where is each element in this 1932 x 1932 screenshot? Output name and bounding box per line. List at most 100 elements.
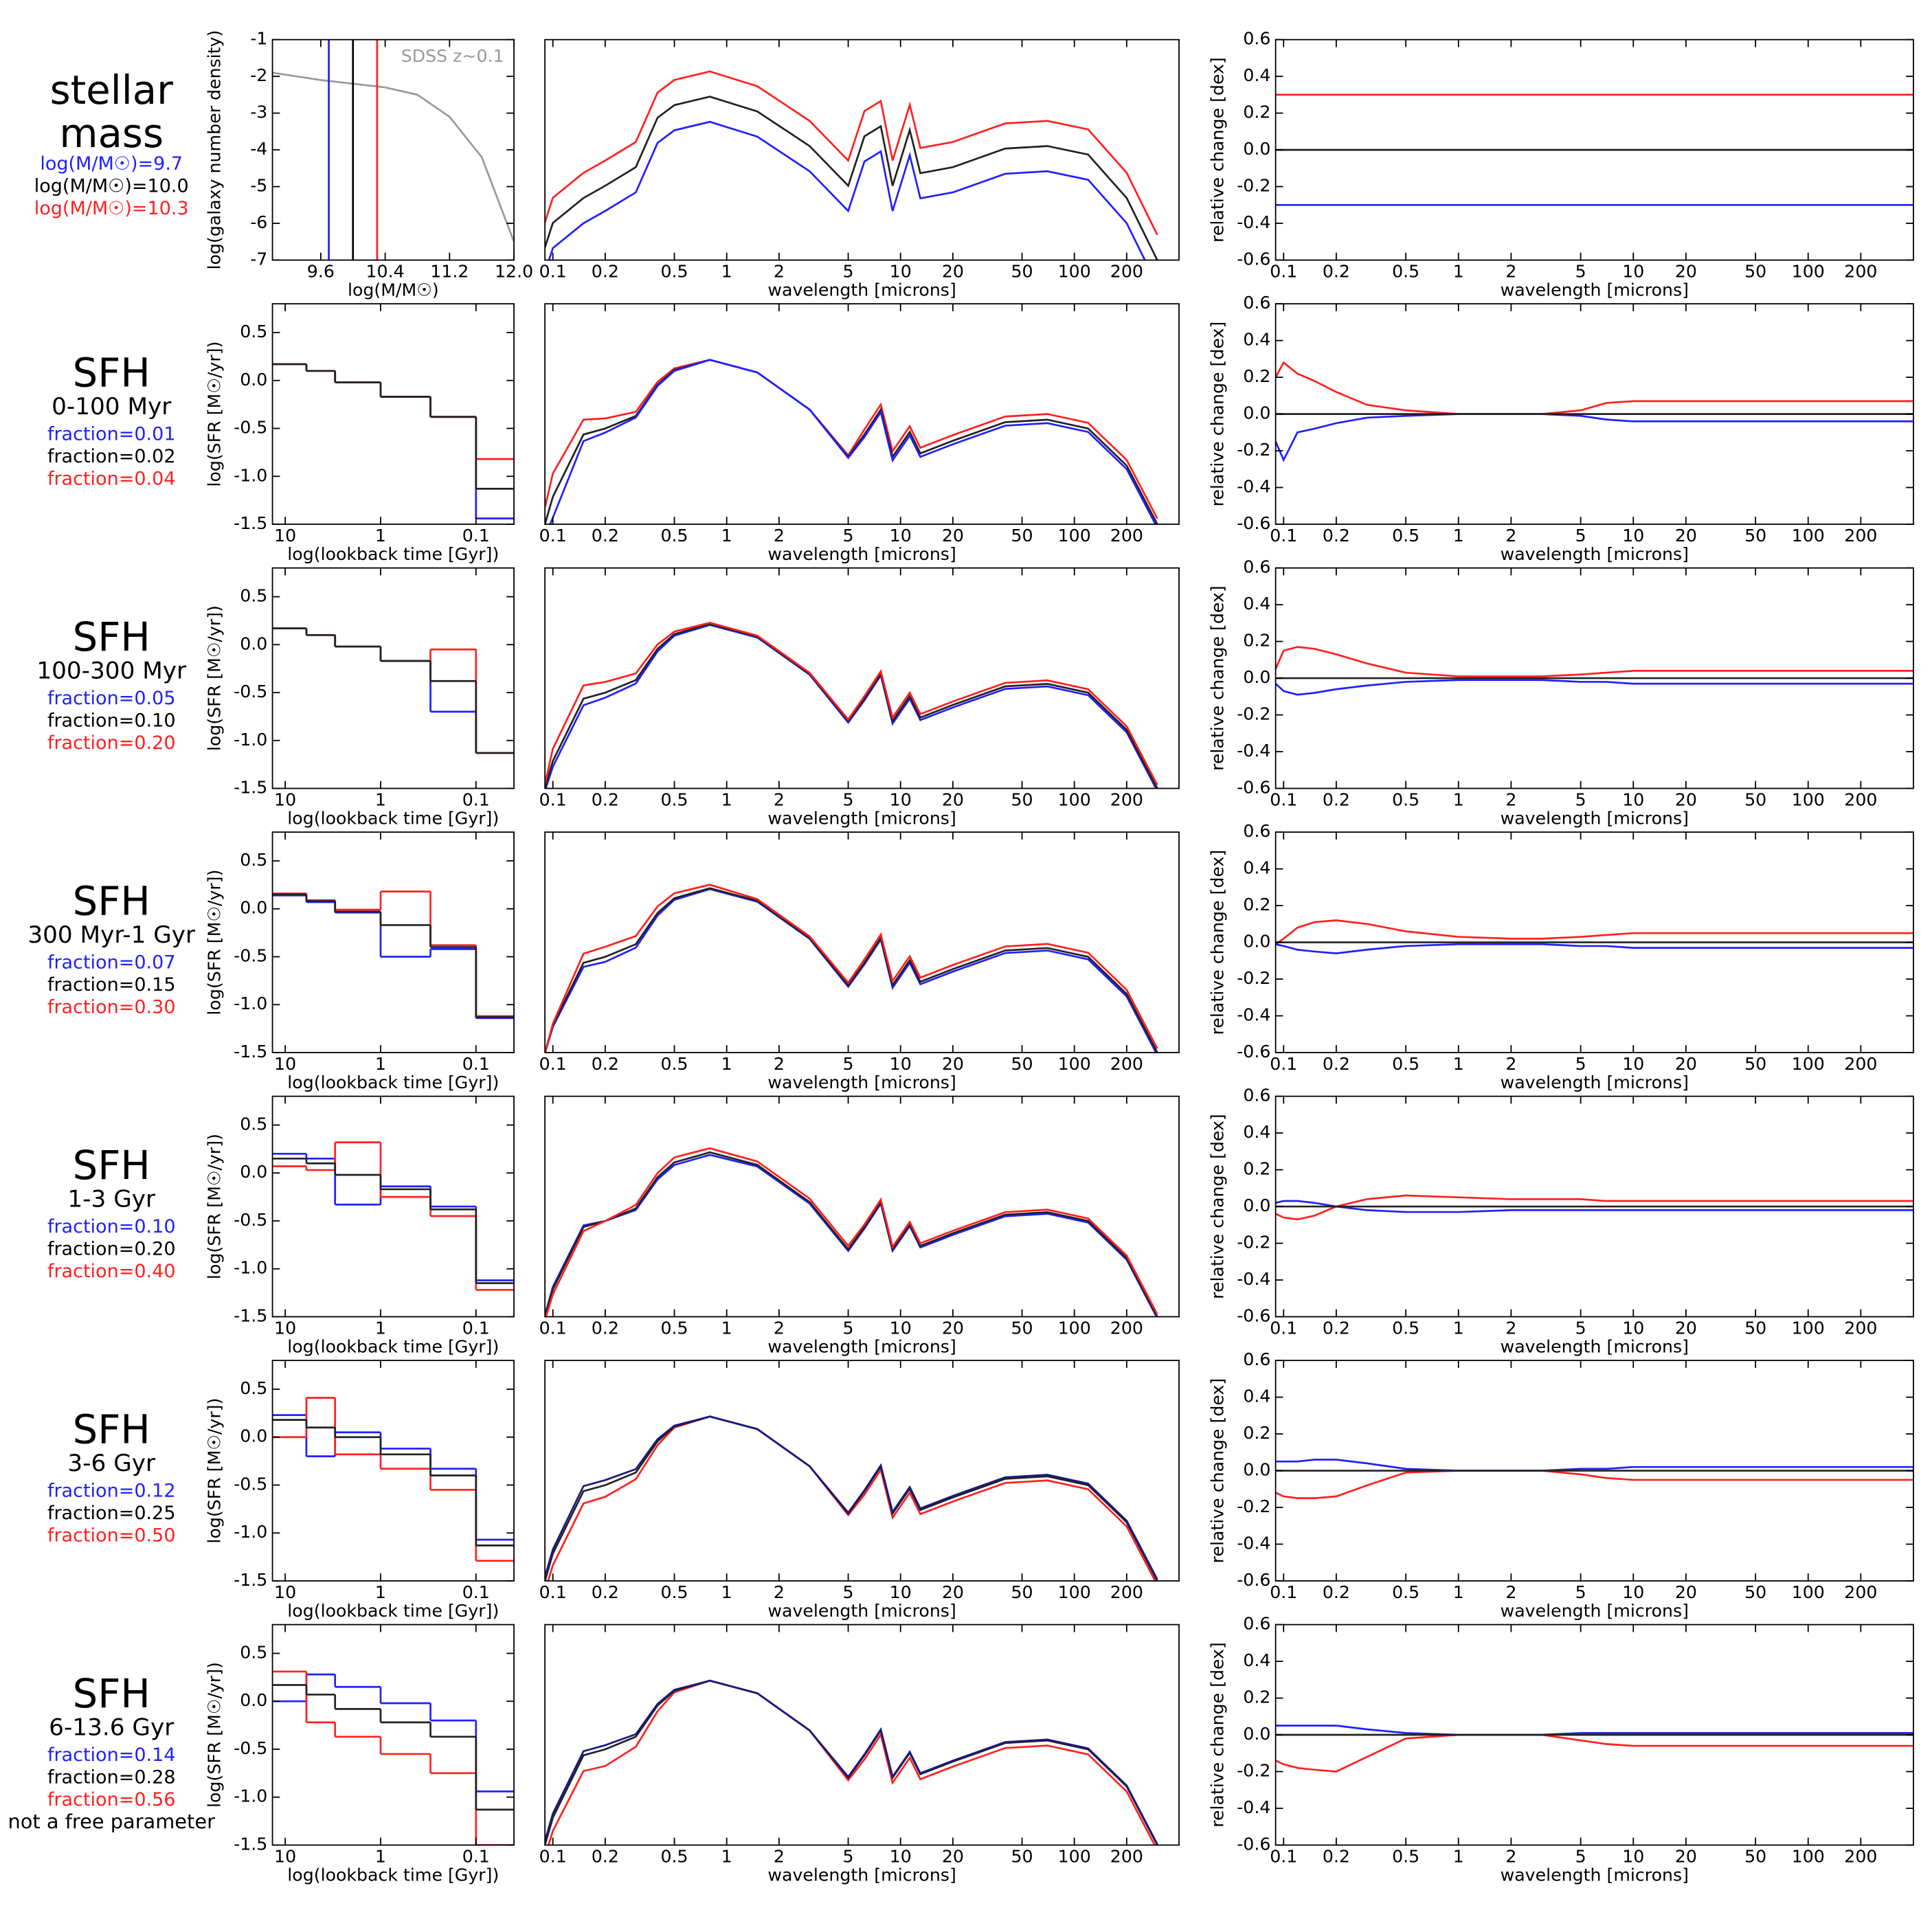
y-tick-label: -0.6 [1237,249,1270,269]
x-tick-label: 100 [1792,262,1825,282]
x-tick-label: 10 [1622,1054,1644,1074]
x-tick-label: 0.2 [592,1054,619,1074]
y-tick-label: -0.5 [234,682,267,701]
y-tick-label: 0.0 [240,1690,267,1710]
x-tick-label: 20 [1675,526,1697,546]
row-entry: log(M/M☉)=10.3 [34,198,189,219]
y-tick-label: 0.6 [1243,821,1270,841]
x-axis-label: log(lookback time [Gyr]) [287,809,499,829]
x-tick-label: 50 [1011,1846,1033,1866]
x-tick-label: 11.2 [430,262,469,282]
panel: 10 1 0.1 -1.5 -1.0 -0.5 0.0 0.5 log(lookback tim… [205,831,515,1092]
x-axis-label: wavelength [microns] [767,1865,956,1885]
plot-area [272,1397,515,1562]
y-tick-label: -1.0 [234,993,267,1013]
series-line [545,622,1158,786]
panel: 0.1 0.2 0.5 1 2 5 10 20 50 100 200 -0.6 -0.4 -0.2 0.0 0… [1208,29,1914,300]
row-subtitle: 6-13.6 Gyr [49,1714,175,1742]
row-entry: fraction=0.56 [47,1789,176,1810]
x-tick-label: 12.0 [495,262,533,282]
y-tick-label: -0.4 [1237,212,1270,232]
x-tick-label: 2 [1505,262,1516,282]
y-tick-label: 0.2 [1243,631,1270,651]
axes-frame [271,567,515,789]
axes-frame [544,1095,1180,1318]
x-tick-label: 10 [1622,262,1644,282]
y-tick-label: 0.4 [1243,65,1270,85]
row-title: SFH [73,1670,150,1717]
x-axis-label: log(M/M☉) [348,280,439,300]
x-tick-label: 5 [1575,1582,1586,1602]
y-tick-label: -1 [250,29,267,49]
row-entry: fraction=0.25 [47,1503,176,1524]
x-tick-label: 200 [1110,790,1143,810]
y-tick-label: 0.0 [240,898,267,918]
x-tick-label: 100 [1792,1318,1825,1338]
y-tick-label: 0.2 [1243,1423,1270,1443]
x-axis-label: log(lookback time [Gyr]) [287,1072,499,1092]
y-axis-label: relative change [dex] [1208,1378,1228,1564]
y-tick-label: -5 [250,176,267,196]
x-tick-label: 0.2 [592,526,619,546]
x-tick-label: 0.2 [1323,1318,1350,1338]
x-tick-label: 2 [774,1582,785,1602]
row-subtitle: 3-6 Gyr [67,1450,156,1477]
x-tick-label: 50 [1011,1582,1033,1602]
y-tick-label: 0.0 [1243,403,1270,423]
row-title: SFH [73,1142,150,1189]
row-title: mass [59,110,164,157]
axes-frame [1274,38,1914,261]
plot-area [272,627,515,754]
y-tick-label: -0.4 [1237,477,1270,497]
row-title: SFH [73,614,150,660]
y-tick-label: -0.4 [1237,741,1270,761]
series-line [549,359,1157,525]
x-tick-label: 50 [1011,526,1033,546]
x-tick-label: 2 [1505,1054,1516,1074]
y-tick-label: 0.0 [1243,667,1270,687]
row-entry: fraction=0.40 [47,1261,176,1282]
x-tick-label: 200 [1844,1054,1877,1074]
x-tick-label: 10 [890,790,912,810]
x-tick-label: 100 [1792,790,1825,810]
y-axis-label: relative change [dex] [1208,1642,1228,1828]
x-tick-label: 200 [1844,1318,1877,1338]
y-tick-label: -0.2 [1237,440,1270,460]
x-tick-label: 10.4 [366,262,405,282]
x-axis-label: wavelength [microns] [1501,1865,1689,1885]
series-line [1275,679,1913,696]
x-tick-label: 50 [1744,262,1766,282]
y-tick-label: -0.6 [1237,513,1270,533]
x-tick-label: 10 [890,1054,912,1074]
x-tick-label: 0.1 [462,1846,490,1866]
x-tick-label: 50 [1744,1582,1766,1602]
y-tick-label: 0.5 [240,850,267,870]
series-line [545,96,1158,260]
panel: 0.1 0.2 0.5 1 2 5 10 20 50 100 200 -0.6 -0.4 -0.2 0.0 0… [1208,821,1914,1092]
x-tick-label: 0.2 [592,262,619,282]
x-tick-label: 0.2 [1323,526,1350,546]
row-entry: fraction=0.14 [47,1744,176,1766]
x-tick-label: 1 [721,526,732,546]
x-tick-label: 1 [1453,1318,1464,1338]
x-tick-label: 2 [774,1054,785,1074]
x-tick-label: 100 [1058,1846,1091,1866]
y-tick-label: 0.5 [240,1642,267,1662]
row-entry: fraction=0.02 [47,446,176,467]
x-tick-label: 0.1 [462,1054,490,1074]
x-tick-label: 200 [1110,526,1143,546]
x-tick-label: 200 [1110,1318,1143,1338]
y-tick-label: 0.0 [1243,932,1270,952]
x-tick-label: 50 [1744,790,1766,810]
y-tick-label: 0.0 [1243,1195,1270,1215]
y-tick-label: -0.5 [234,1210,267,1230]
panel: 10 1 0.1 -1.5 -1.0 -0.5 0.0 0.5 log(lookback tim… [205,567,515,829]
x-tick-label: 50 [1011,1318,1033,1338]
row-entry: fraction=0.12 [47,1481,176,1502]
x-tick-label: 20 [942,262,964,282]
x-tick-label: 0.1 [462,1582,490,1602]
x-tick-label: 100 [1792,1582,1825,1602]
plot-area [545,1679,1158,1845]
y-axis-label: relative change [dex] [1208,57,1228,243]
x-tick-label: 9.6 [307,262,335,282]
